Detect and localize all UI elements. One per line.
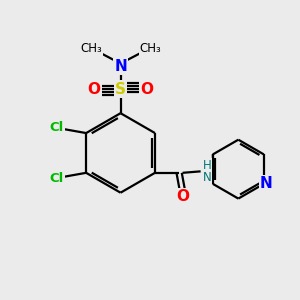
- Text: CH₃: CH₃: [139, 42, 161, 55]
- Text: O: O: [141, 82, 154, 97]
- Text: H
N: H N: [203, 159, 212, 184]
- Text: Cl: Cl: [50, 172, 64, 184]
- Text: N: N: [114, 58, 127, 74]
- Text: Cl: Cl: [50, 121, 64, 134]
- Text: S: S: [115, 82, 126, 97]
- Text: O: O: [176, 189, 189, 204]
- Text: N: N: [260, 176, 273, 191]
- Text: O: O: [88, 82, 100, 97]
- Text: CH₃: CH₃: [80, 42, 102, 55]
